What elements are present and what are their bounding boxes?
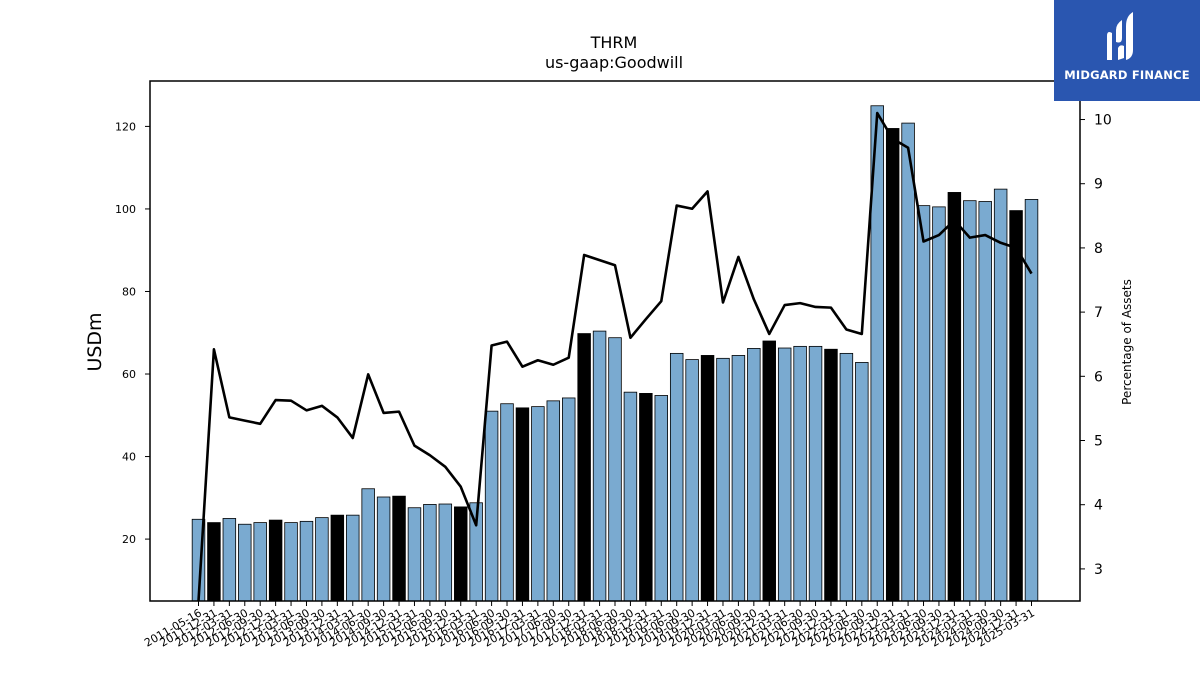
bar-2011-12-31: [207, 522, 221, 602]
bar-2019-12-31: [700, 355, 715, 602]
y-tick-label-20: 20: [122, 533, 136, 546]
bar-2013-06-30: [299, 520, 314, 602]
y-tick-label-80: 80: [122, 285, 136, 298]
bar-2016-06-30: [484, 410, 499, 602]
bar-2012-12-31: [268, 519, 283, 602]
bar-2024-09-30: [993, 188, 1008, 602]
y2-tick-label-3: 3: [1094, 562, 1103, 578]
brand-name: MIDGARD FINANCE: [1064, 68, 1190, 82]
line-percentage-of-assets: [197, 111, 1033, 602]
bar-2014-03-31: [346, 514, 360, 602]
y-tick-label-120: 120: [115, 120, 136, 133]
y-axis-label: USDm: [84, 312, 106, 371]
bar-2023-06-30: [916, 205, 931, 602]
bar-2024-06-30: [978, 201, 992, 602]
bar-2020-06-30: [731, 355, 746, 602]
y-tick-label-60: 60: [122, 368, 136, 381]
chart-title: THRM: [590, 33, 638, 52]
bar-2017-09-30: [562, 397, 576, 602]
bar-2013-03-31: [284, 522, 298, 602]
bar-2024-12-31: [1009, 210, 1023, 602]
bar-2021-06-30: [793, 345, 807, 602]
bar-2023-12-31: [947, 192, 962, 602]
bar-2014-12-31: [392, 495, 406, 602]
y2-tick-label-4: 4: [1094, 498, 1103, 514]
bar-2025-03-31: [1024, 199, 1039, 602]
bar-2017-03-31: [531, 406, 545, 602]
bar-2021-12-31: [824, 348, 838, 602]
bar-2016-09-30: [500, 403, 514, 602]
bar-2018-09-30: [623, 391, 638, 602]
bar-2017-06-30: [546, 400, 561, 602]
bar-2012-06-30: [238, 523, 252, 602]
bar-2020-12-31: [762, 340, 776, 602]
y2-tick-label-5: 5: [1094, 434, 1103, 450]
bar-2015-09-30: [438, 503, 453, 602]
bar-2012-09-30: [253, 522, 267, 602]
bar-2018-12-31: [639, 393, 653, 602]
y2-tick-label-9: 9: [1094, 177, 1103, 193]
bar-2017-12-31: [577, 333, 591, 602]
midgard-logo-icon: [1107, 12, 1133, 60]
bar-2018-06-30: [608, 337, 622, 602]
bar-2013-12-31: [330, 514, 345, 602]
y2-tick-label-7: 7: [1094, 305, 1103, 321]
bar-2018-03-31: [592, 330, 607, 602]
bar-2022-03-31: [839, 352, 854, 602]
bar-2015-12-31: [454, 506, 468, 602]
bar-2020-09-30: [747, 348, 761, 602]
bar-2022-12-31: [885, 128, 900, 602]
bar-2022-06-30: [855, 362, 869, 602]
bar-2016-12-31: [515, 407, 530, 602]
bar-2012-03-31: [222, 518, 237, 602]
y-tick-label-100: 100: [115, 203, 136, 216]
bar-2015-06-30: [423, 504, 437, 602]
bar-2023-09-30: [932, 206, 946, 602]
y2-tick-label-10: 10: [1094, 113, 1112, 129]
bar-2015-03-31: [407, 507, 422, 602]
bar-2021-03-31: [777, 347, 792, 602]
bar-2023-03-31: [901, 122, 915, 602]
bar-2019-03-31: [654, 395, 669, 602]
bar-2013-09-30: [315, 517, 329, 602]
y2-tick-label-8: 8: [1094, 241, 1103, 257]
bar-2021-09-30: [808, 345, 823, 602]
bar-2024-03-31: [963, 200, 977, 602]
bar-2014-06-30: [361, 488, 375, 602]
bar-2020-03-31: [716, 357, 730, 602]
y2-axis-label: Percentage of Assets: [1120, 279, 1134, 405]
y2-tick-label-6: 6: [1094, 369, 1103, 385]
y-tick-label-40: 40: [122, 451, 136, 464]
bar-2014-09-30: [376, 496, 391, 602]
bar-2019-06-30: [669, 352, 684, 602]
chart-subtitle: us-gaap:Goodwill: [545, 53, 683, 72]
brand-logo: MIDGARD FINANCE: [1054, 0, 1200, 101]
bar-2019-09-30: [685, 359, 699, 602]
